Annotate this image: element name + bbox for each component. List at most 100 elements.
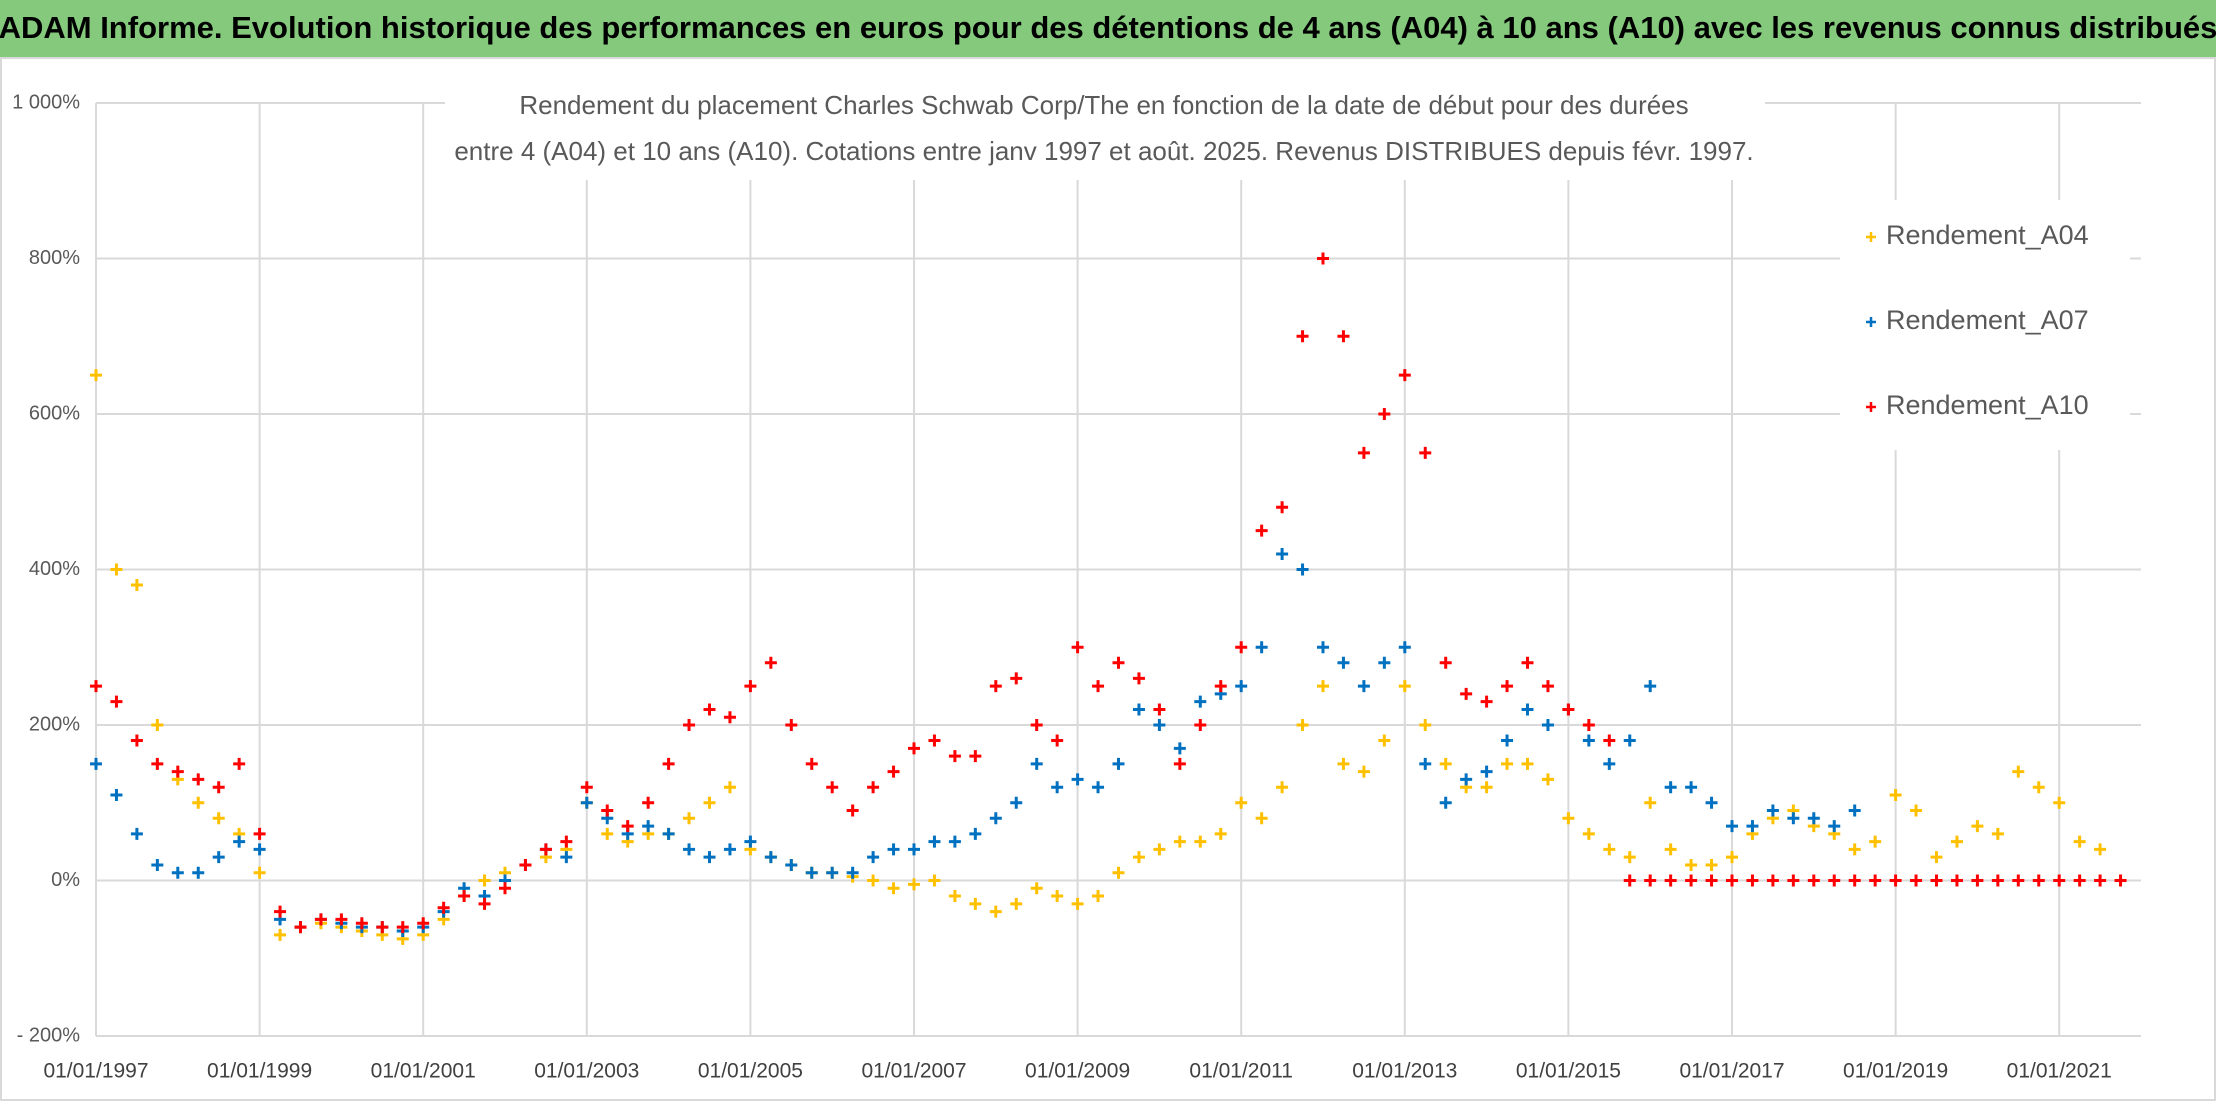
header-bar <box>0 0 2216 58</box>
point <box>1194 695 1207 708</box>
point <box>1010 897 1023 910</box>
point <box>1562 812 1575 825</box>
point <box>1501 734 1514 747</box>
point <box>2073 874 2086 887</box>
point <box>1051 890 1064 903</box>
point <box>1664 781 1677 794</box>
point <box>928 874 941 887</box>
point <box>1255 812 1268 825</box>
point <box>642 796 655 809</box>
y-tick-label: 600% <box>29 402 80 424</box>
x-tick-label: 01/01/2017 <box>1679 1060 1784 1083</box>
point <box>1317 641 1329 654</box>
legend-label: Rendement_A10 <box>1886 390 2089 420</box>
point <box>1991 874 2004 887</box>
point <box>90 680 102 693</box>
point <box>151 757 164 770</box>
point <box>1664 843 1677 856</box>
point <box>274 928 287 941</box>
point <box>1869 835 1882 848</box>
point <box>233 757 246 770</box>
point <box>1173 742 1186 755</box>
point <box>1889 874 1902 887</box>
point <box>1235 796 1248 809</box>
point <box>1541 773 1554 786</box>
point <box>560 851 573 864</box>
point <box>2053 796 2066 809</box>
point <box>662 757 675 770</box>
x-tick-label: 01/01/2005 <box>698 1060 803 1083</box>
point <box>478 897 491 910</box>
point <box>1051 781 1064 794</box>
point <box>2053 874 2066 887</box>
point <box>478 874 491 887</box>
point <box>1194 835 1207 848</box>
x-tick-label: 01/01/2009 <box>1025 1060 1130 1083</box>
point <box>744 680 757 693</box>
point <box>1828 874 1841 887</box>
point <box>1255 524 1268 537</box>
point <box>1910 874 1923 887</box>
point <box>1623 851 1636 864</box>
point <box>989 812 1002 825</box>
point <box>601 804 614 817</box>
point <box>764 851 777 864</box>
point <box>1582 719 1595 731</box>
plot-area <box>90 102 2141 1037</box>
point <box>1582 734 1595 747</box>
point <box>130 827 143 840</box>
point <box>948 835 961 848</box>
x-tick-label: 01/01/1999 <box>207 1060 312 1083</box>
point <box>1132 851 1145 864</box>
point <box>1357 765 1370 778</box>
point <box>1869 874 1882 887</box>
point <box>826 781 839 794</box>
point <box>1603 843 1616 856</box>
point <box>1807 874 1820 887</box>
point <box>948 890 961 903</box>
point <box>1132 672 1145 685</box>
point <box>1603 734 1616 747</box>
point <box>1112 757 1125 770</box>
point <box>1787 812 1800 825</box>
point <box>1214 680 1227 693</box>
point <box>1378 408 1391 420</box>
point <box>1419 719 1432 731</box>
point <box>887 882 900 895</box>
point <box>1439 656 1452 669</box>
point <box>1685 858 1698 871</box>
point <box>2032 781 2045 794</box>
point <box>2094 874 2107 887</box>
point <box>785 858 798 871</box>
point <box>1235 680 1248 693</box>
point <box>1173 835 1186 848</box>
point <box>621 820 634 833</box>
point <box>171 765 184 778</box>
point <box>1562 703 1575 716</box>
x-tick-label: 01/01/2021 <box>2007 1060 2112 1083</box>
point <box>2012 765 2025 778</box>
point <box>1378 656 1391 669</box>
point <box>1623 734 1636 747</box>
point <box>1317 680 1329 693</box>
point <box>1296 563 1309 576</box>
point <box>969 827 982 840</box>
point <box>1664 874 1677 887</box>
point <box>1439 796 1452 809</box>
point <box>2094 843 2107 856</box>
point <box>1398 641 1411 654</box>
point <box>928 734 941 747</box>
point <box>1930 851 1943 864</box>
point <box>846 866 859 879</box>
point <box>437 901 450 914</box>
header-title: ADAM Informe. Evolution historique des p… <box>0 10 2216 45</box>
point <box>723 781 736 794</box>
point <box>2073 835 2086 848</box>
point <box>723 843 736 856</box>
series <box>90 547 1861 938</box>
point <box>1828 820 1841 833</box>
point <box>212 851 225 864</box>
point <box>1112 656 1125 669</box>
point <box>1807 812 1820 825</box>
legend-marker <box>1866 317 1876 327</box>
